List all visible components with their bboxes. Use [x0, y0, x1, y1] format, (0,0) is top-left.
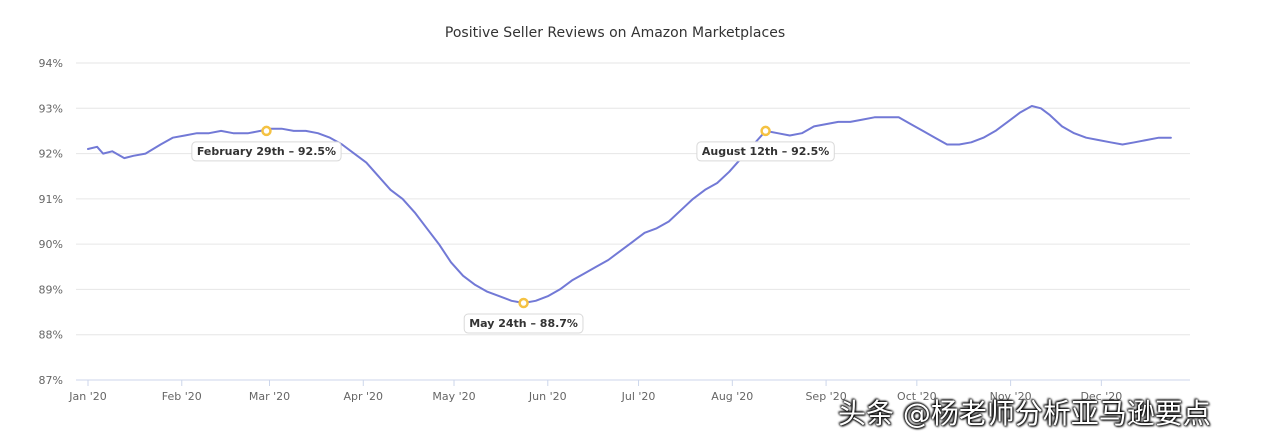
- y-tick-label: 92%: [39, 148, 63, 161]
- x-tick-label: Jul '20: [621, 390, 656, 403]
- annotation-box: [696, 141, 835, 162]
- annotation-marker: [261, 125, 272, 137]
- x-tick-label: Nov '20: [990, 390, 1032, 403]
- x-tick-label: Dec '20: [1080, 390, 1122, 403]
- x-tick-label: May '20: [432, 390, 475, 403]
- annotation-text: May 24th – 88.7%: [469, 317, 578, 330]
- x-tick-label: Aug '20: [711, 390, 753, 403]
- x-tick-label: Jan '20: [68, 390, 106, 403]
- annotation-label: May 24th – 88.7%: [463, 313, 584, 334]
- x-tick-label: Mar '20: [249, 390, 290, 403]
- series-line: [87, 105, 1172, 304]
- x-tick-label: Feb '20: [162, 390, 202, 403]
- y-axis: 87% 88% 89% 90% 91% 92% 93% 94%: [39, 57, 63, 387]
- x-tick-label: Apr '20: [343, 390, 383, 403]
- chart-title: Positive Seller Reviews on Amazon Market…: [445, 25, 785, 41]
- y-tick-label: 87%: [39, 374, 63, 387]
- annotation-marker: [760, 125, 771, 137]
- x-axis: Jan '20 Feb '20 Mar '20 Apr '20 May '20 Jun '…: [68, 380, 1122, 403]
- annotation-text: August 12th – 92.5%: [702, 145, 829, 158]
- annotation-label: August 12th – 92.5%: [696, 141, 835, 162]
- y-tick-label: 89%: [39, 283, 63, 296]
- annotation-box: [463, 313, 584, 334]
- y-tick-label: 93%: [39, 102, 63, 115]
- x-tick-label: Sep '20: [805, 390, 846, 403]
- x-tick-label: Jun '20: [528, 390, 567, 403]
- y-tick-label: 90%: [39, 238, 63, 251]
- annotation-marker: [518, 297, 529, 309]
- y-tick-label: 94%: [39, 57, 63, 70]
- x-tick-label: Oct '20: [897, 390, 937, 403]
- y-tick-label: 91%: [39, 193, 63, 206]
- annotation-text: February 29th – 92.5%: [197, 145, 336, 158]
- y-tick-label: 88%: [39, 329, 63, 342]
- annotations: February 29th – 92.5% May 24th – 88.7% Aug…: [191, 125, 835, 334]
- annotation-label: February 29th – 92.5%: [191, 141, 342, 162]
- watermark-text: 头条 @杨老师分析亚马逊要点: [838, 397, 1211, 430]
- annotation-box: [191, 141, 342, 162]
